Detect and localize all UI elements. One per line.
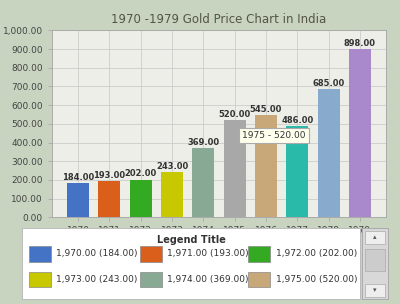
Bar (130, 180, 152, 217)
Text: 1,971.00 (193.00): 1,971.00 (193.00) (167, 249, 249, 258)
Text: 1,973.00 (243.00): 1,973.00 (243.00) (56, 275, 137, 284)
Text: 486.00: 486.00 (281, 116, 313, 125)
Text: 898.00: 898.00 (344, 39, 376, 48)
FancyBboxPatch shape (140, 271, 162, 287)
FancyBboxPatch shape (140, 246, 162, 261)
FancyBboxPatch shape (365, 231, 385, 244)
Text: 1975 - 520.00: 1975 - 520.00 (242, 131, 306, 140)
Bar (224, 120, 246, 217)
Bar (286, 126, 308, 217)
Text: 184.00: 184.00 (62, 173, 94, 182)
Bar (161, 172, 183, 217)
Text: 1,975.00 (520.00): 1,975.00 (520.00) (276, 275, 357, 284)
Text: 243.00: 243.00 (156, 162, 188, 171)
Text: 1,974.00 (369.00): 1,974.00 (369.00) (167, 275, 249, 284)
FancyBboxPatch shape (248, 246, 270, 261)
FancyBboxPatch shape (29, 271, 51, 287)
Bar (192, 148, 214, 217)
Text: 520.00: 520.00 (218, 110, 251, 119)
X-axis label: Year: Year (206, 240, 232, 250)
Text: 369.00: 369.00 (187, 138, 220, 147)
FancyBboxPatch shape (29, 246, 51, 261)
Bar (255, 116, 277, 217)
Bar (67, 183, 89, 217)
Text: 193.00: 193.00 (93, 171, 126, 180)
Text: 545.00: 545.00 (250, 105, 282, 114)
Text: 1,972.00 (202.00): 1,972.00 (202.00) (276, 249, 357, 258)
FancyBboxPatch shape (248, 271, 270, 287)
Bar (98, 181, 120, 217)
Text: 202.00: 202.00 (125, 169, 157, 178)
Text: 685.00: 685.00 (312, 79, 345, 88)
Text: Legend Title: Legend Title (156, 235, 226, 245)
Bar (349, 50, 371, 217)
Bar (318, 89, 340, 217)
Text: ▴: ▴ (373, 234, 377, 240)
Title: 1970 -1979 Gold Price Chart in India: 1970 -1979 Gold Price Chart in India (111, 13, 327, 26)
Text: 1,970.00 (184.00): 1,970.00 (184.00) (56, 249, 137, 258)
FancyBboxPatch shape (365, 249, 385, 271)
FancyBboxPatch shape (365, 284, 385, 297)
Text: ▾: ▾ (373, 287, 377, 293)
